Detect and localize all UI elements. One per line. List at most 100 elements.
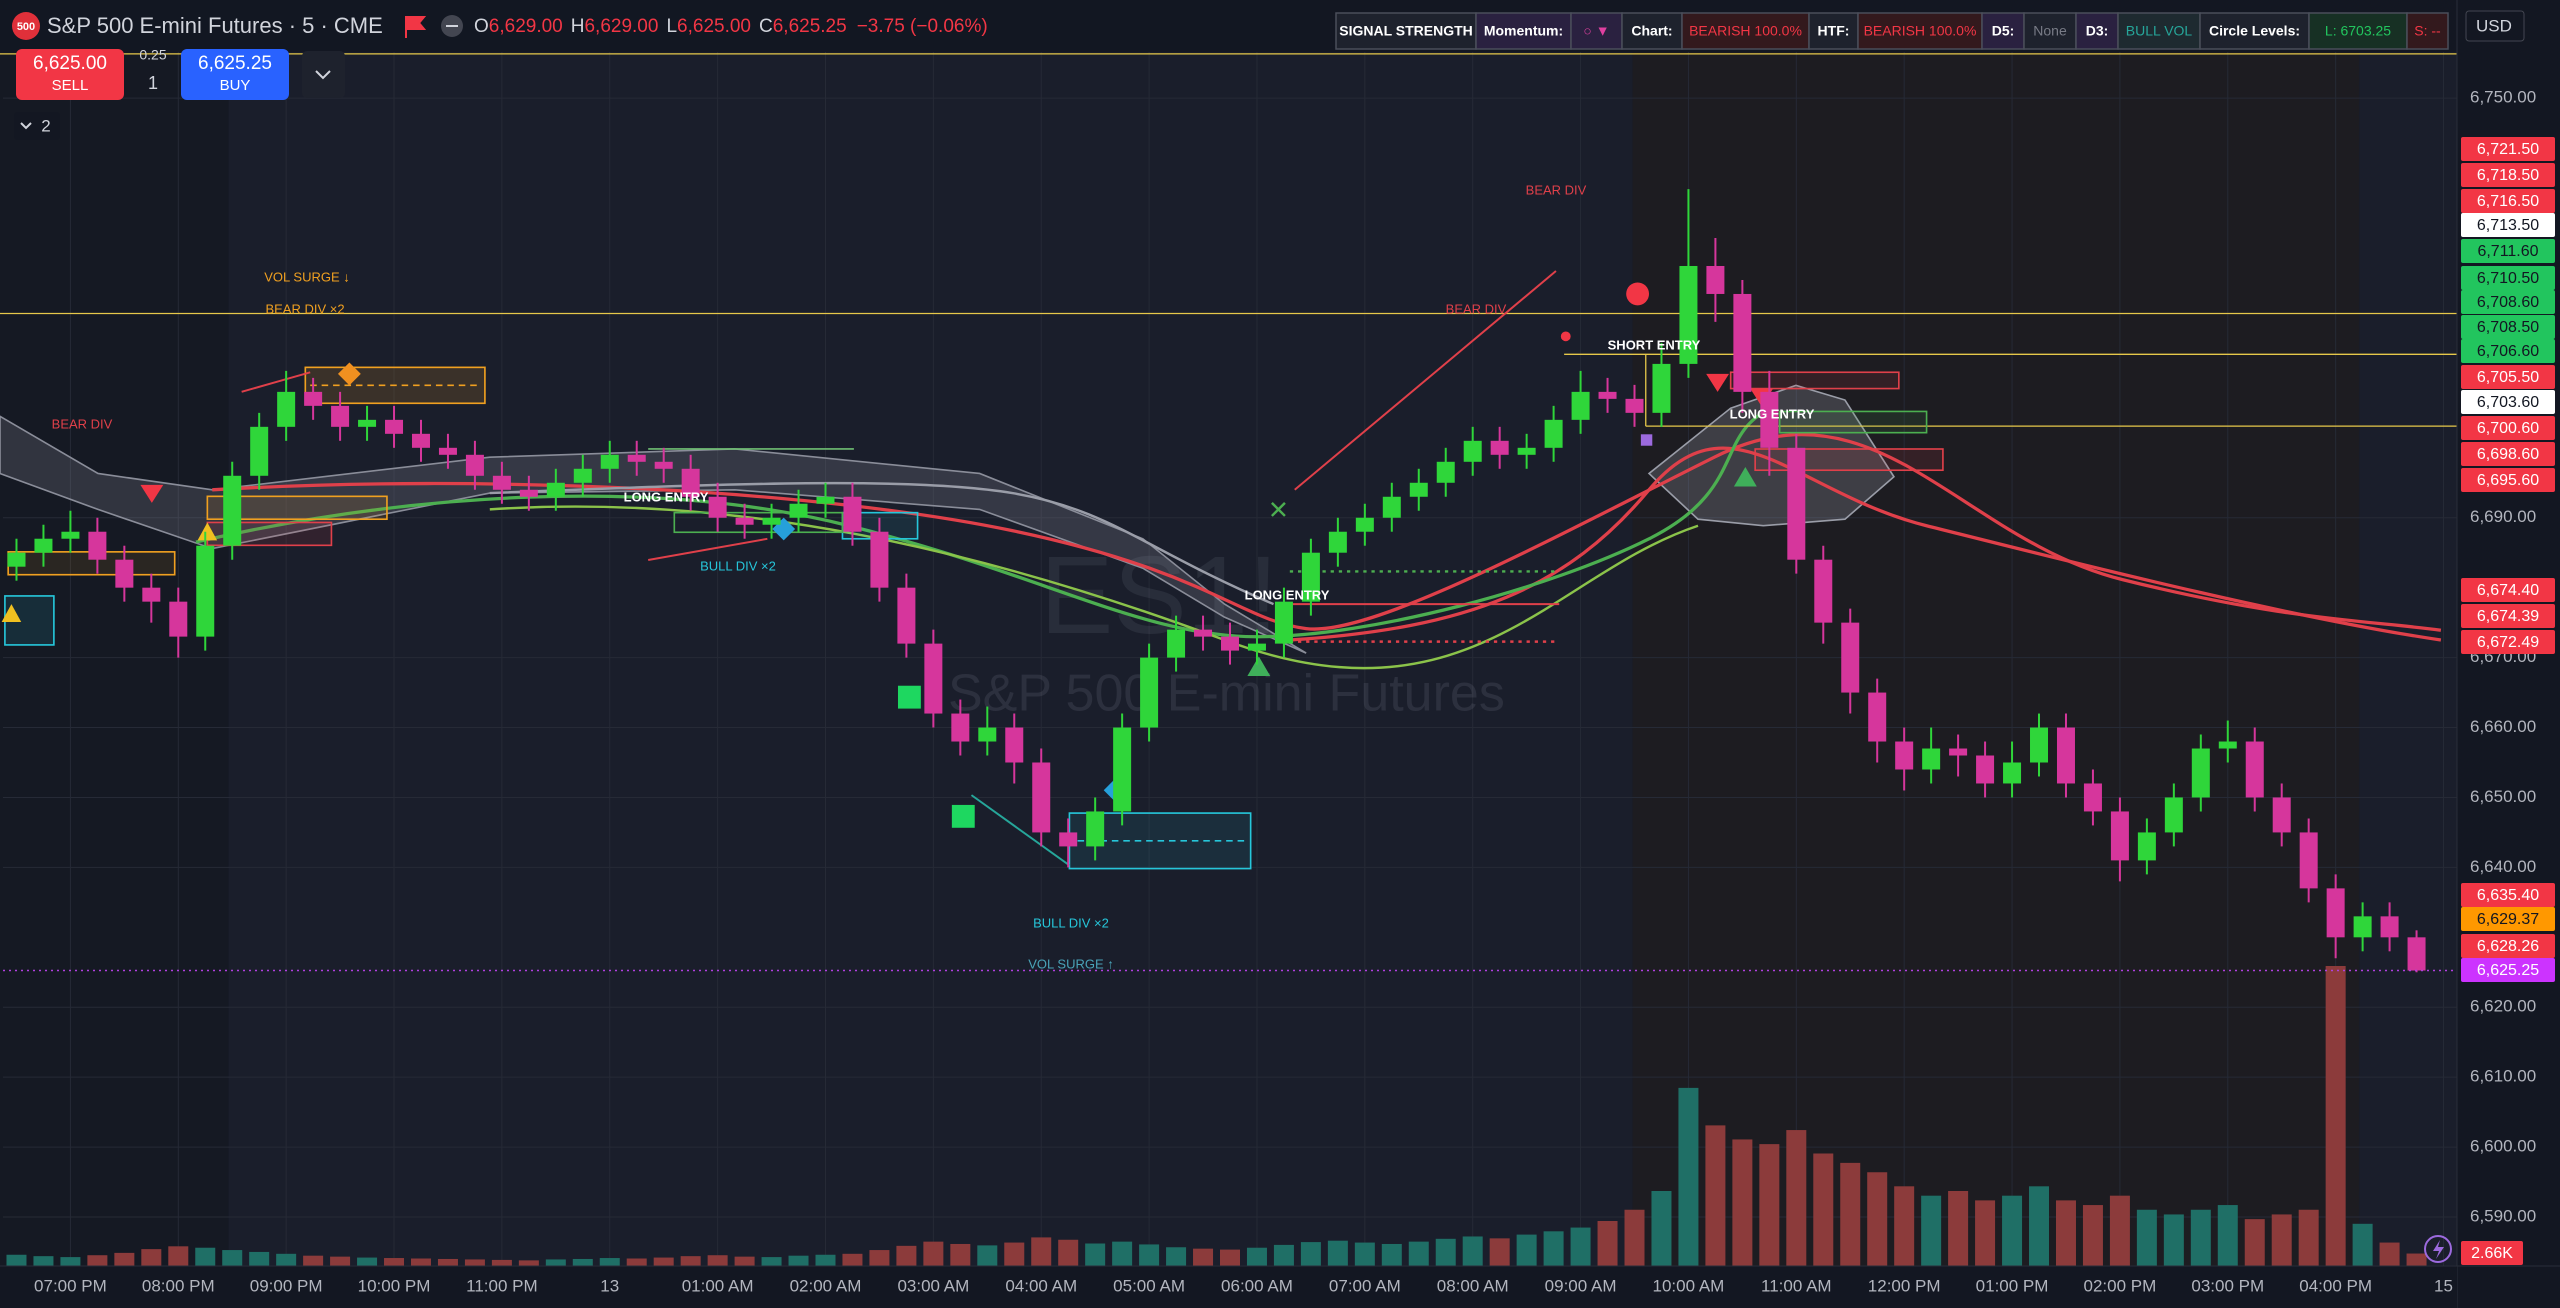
volume-bar — [1166, 1247, 1187, 1266]
zone-box — [1778, 410, 1928, 434]
candle-body — [1463, 440, 1482, 462]
candle-body — [1922, 748, 1941, 770]
x-tick-label: 01:00 AM — [682, 1276, 754, 1295]
tick-size: 0.25 — [139, 47, 166, 63]
trade-panel: 6,625.00 SELL 0.25 1 6,625.25 BUY 2 — [14, 47, 345, 140]
candle-body — [1355, 517, 1374, 532]
flag-icon[interactable] — [405, 16, 427, 38]
price-badge-bg — [2461, 315, 2555, 339]
price-badge-bg — [2461, 239, 2555, 263]
volume-bar — [330, 1256, 351, 1266]
table-cell — [2406, 12, 2449, 50]
candle-body — [2380, 916, 2399, 938]
volume-bar — [2055, 1200, 2076, 1266]
table-text: None — [2033, 23, 2067, 39]
buy-button[interactable] — [181, 49, 289, 100]
volume-bar — [2352, 1223, 2373, 1266]
ohlc: O6,629.00 H6,629.00 L6,625.00 C6,625.25 −3.7… — [474, 16, 988, 37]
candle-body — [1490, 440, 1509, 455]
volume-bar — [1193, 1248, 1214, 1266]
marker — [1640, 434, 1653, 446]
volume-bar — [1840, 1162, 1861, 1266]
price-badge-bg — [2461, 189, 2555, 213]
price-badge: 6,708.60 — [2477, 294, 2539, 311]
candle-body — [1059, 832, 1078, 847]
price-badge: 6,635.40 — [2477, 887, 2539, 904]
currency-box[interactable] — [2465, 10, 2525, 42]
x-tick-label: 06:00 AM — [1221, 1276, 1293, 1295]
x-tick-label: 11:00 AM — [1761, 1276, 1832, 1295]
annotation: BEAR DIV — [1526, 182, 1587, 197]
header-bg — [0, 0, 1320, 50]
x-tick-label: 07:00 PM — [34, 1276, 107, 1295]
candle-body — [1706, 265, 1725, 294]
marker — [1626, 282, 1650, 306]
volume-bar — [249, 1251, 270, 1266]
indicators — [0, 53, 2458, 870]
marker — [1247, 656, 1271, 676]
volume-bar — [2298, 1209, 2319, 1266]
candle-body — [897, 587, 916, 644]
x-tick-label: 08:00 PM — [142, 1276, 215, 1295]
div-line — [970, 794, 1070, 867]
alert-icon — [2433, 1240, 2444, 1259]
candle-body — [1086, 811, 1105, 847]
annotation: SHORT ENTRY — [1608, 337, 1701, 352]
candle-body — [870, 531, 889, 588]
x-tick-label: 13 — [600, 1276, 619, 1295]
indicators-toggle[interactable] — [14, 112, 60, 140]
sell-price: 6,625.00 — [33, 53, 107, 74]
price-badge-bg — [2461, 137, 2555, 161]
table-text: Momentum: — [1484, 23, 1563, 39]
volume-bar — [815, 1254, 836, 1266]
y-tick-label: 6,650.00 — [2470, 787, 2536, 806]
sell-button[interactable] — [16, 49, 124, 100]
buy-price: 6,625.25 — [198, 53, 272, 74]
y-tick-label: 6,660.00 — [2470, 717, 2536, 736]
session — [0, 52, 229, 1266]
candle-body — [2272, 797, 2291, 833]
price-badge-bg — [2461, 365, 2555, 389]
x-tick-label: 04:00 PM — [2299, 1276, 2372, 1295]
volume-bar — [680, 1256, 701, 1266]
marker — [140, 484, 164, 503]
price-badge: 6,710.50 — [2477, 270, 2539, 287]
y-tick-label: 6,600.00 — [2470, 1137, 2536, 1156]
volume-bar — [2406, 1253, 2427, 1266]
volume-bar — [33, 1256, 54, 1266]
volume-bar — [2002, 1195, 2023, 1266]
alert-button[interactable] — [2424, 1235, 2452, 1263]
candle-body — [1409, 482, 1428, 497]
candle-body — [142, 587, 161, 602]
marker — [897, 685, 921, 709]
candle-body — [169, 601, 188, 637]
marker — [1271, 502, 1286, 517]
price-badge-bg — [2461, 578, 2555, 602]
quantity[interactable]: 1 — [148, 73, 158, 93]
candle-body — [1733, 293, 1752, 392]
volume-bar — [1705, 1125, 1726, 1266]
price-badge-bg — [2461, 163, 2555, 187]
symbol-badge: 500 — [17, 21, 35, 33]
price-badge: 6,721.50 — [2477, 141, 2539, 158]
div-line — [648, 537, 768, 561]
time-axis: 07:00 PM 08:00 PM 09:00 PM 10:00 PM 11:00 PM… — [34, 1276, 2453, 1295]
x-tick-label: 11:00 PM — [466, 1276, 538, 1295]
candle-body — [2353, 916, 2372, 938]
candle-body — [277, 391, 296, 427]
volume-bar — [1085, 1243, 1106, 1266]
volume-bar — [1624, 1209, 1645, 1266]
candle-body — [2326, 888, 2345, 938]
candle-body — [250, 426, 269, 476]
volume-bar — [1732, 1139, 1753, 1266]
x-tick-label: 09:00 PM — [250, 1276, 323, 1295]
candle-body — [735, 517, 754, 525]
volume-bar — [626, 1258, 647, 1266]
volume-bar — [2029, 1186, 2050, 1266]
more-button[interactable] — [302, 51, 345, 98]
volume-bar — [2379, 1242, 2400, 1266]
x-tick-label: 08:00 AM — [1437, 1276, 1509, 1295]
volume-bar — [761, 1257, 782, 1266]
candle-body — [331, 405, 350, 427]
